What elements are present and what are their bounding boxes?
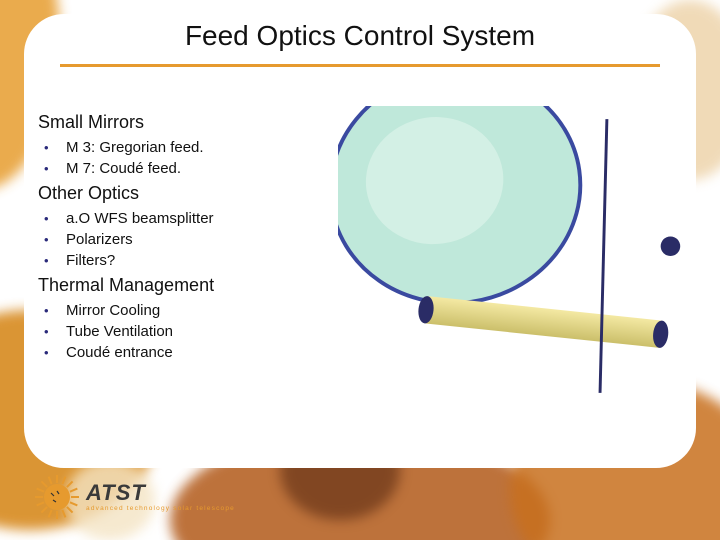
figure-column bbox=[338, 106, 690, 454]
logo-sun-icon bbox=[34, 474, 80, 520]
title-area: Feed Optics Control System bbox=[60, 20, 660, 67]
section-heading: Small Mirrors bbox=[38, 112, 328, 133]
bullet-item: •M 3: Gregorian feed. bbox=[44, 139, 328, 156]
text-outline: Small Mirrors•M 3: Gregorian feed.•M 7: … bbox=[38, 106, 338, 454]
bullet-text: a.O WFS beamsplitter bbox=[66, 210, 214, 227]
slide-title: Feed Optics Control System bbox=[60, 20, 660, 64]
slide: Feed Optics Control System Small Mirrors… bbox=[0, 0, 720, 540]
bullet-item: •a.O WFS beamsplitter bbox=[44, 210, 328, 227]
bullet-glyph: • bbox=[44, 324, 66, 339]
bullet-item: •Filters? bbox=[44, 252, 328, 269]
title-underline bbox=[60, 64, 660, 67]
bullet-glyph: • bbox=[44, 303, 66, 318]
bullet-glyph: • bbox=[44, 232, 66, 247]
section-heading: Thermal Management bbox=[38, 275, 328, 296]
bullet-text: Tube Ventilation bbox=[66, 323, 173, 340]
bullet-glyph: • bbox=[44, 253, 66, 268]
bullet-glyph: • bbox=[44, 211, 66, 226]
bullet-glyph: • bbox=[44, 345, 66, 360]
bullet-text: M 3: Gregorian feed. bbox=[66, 139, 204, 156]
bullet-item: •Tube Ventilation bbox=[44, 323, 328, 340]
logo-tagline: advanced technology solar telescope bbox=[86, 506, 235, 513]
bullet-item: •Mirror Cooling bbox=[44, 302, 328, 319]
bullet-item: •M 7: Coudé feed. bbox=[44, 160, 328, 177]
bullet-text: Mirror Cooling bbox=[66, 302, 160, 319]
bullet-glyph: • bbox=[44, 140, 66, 155]
bullet-text: Filters? bbox=[66, 252, 115, 269]
bullet-item: •Coudé entrance bbox=[44, 344, 328, 361]
section-heading: Other Optics bbox=[38, 183, 328, 204]
bullet-glyph: • bbox=[44, 161, 66, 176]
logo-text: ATST advanced technology solar telescope bbox=[86, 482, 235, 513]
logo: ATST advanced technology solar telescope bbox=[34, 474, 235, 520]
bullet-item: •Polarizers bbox=[44, 231, 328, 248]
bullet-text: Coudé entrance bbox=[66, 344, 173, 361]
bullet-text: M 7: Coudé feed. bbox=[66, 160, 181, 177]
bullet-text: Polarizers bbox=[66, 231, 133, 248]
optics-render bbox=[338, 106, 690, 406]
body-columns: Small Mirrors•M 3: Gregorian feed.•M 7: … bbox=[38, 106, 690, 454]
logo-acronym: ATST bbox=[86, 482, 235, 504]
